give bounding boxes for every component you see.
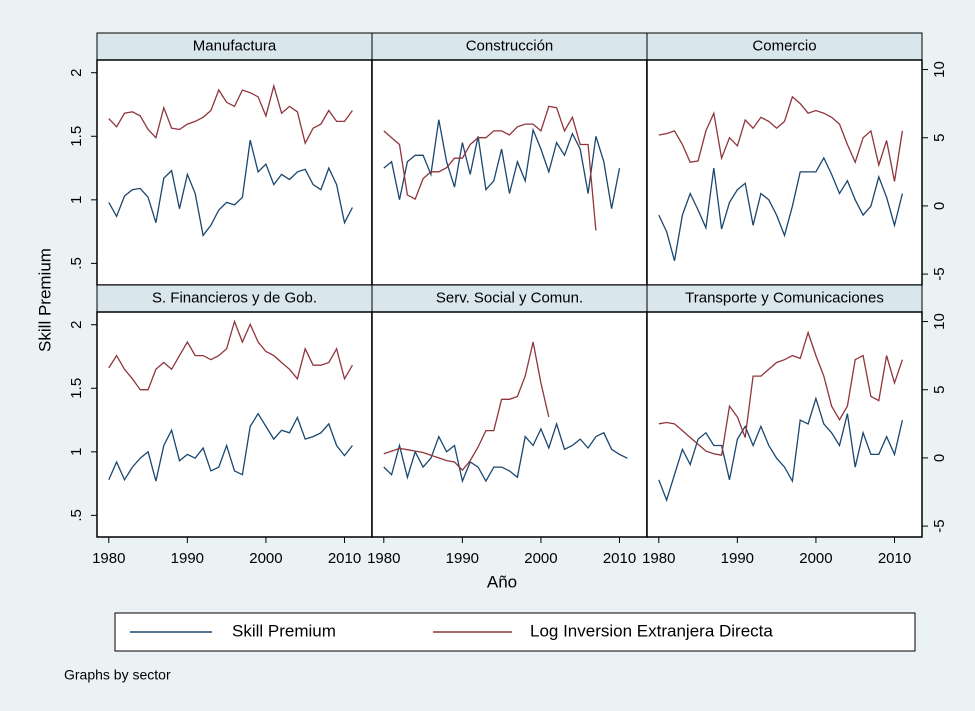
x-tick-label: 1980 <box>367 550 400 567</box>
panel-title: Transporte y Comunicaciones <box>685 289 884 306</box>
strip <box>646 284 923 313</box>
y-tick-label: 1 <box>68 448 85 456</box>
strip <box>371 284 648 313</box>
y-tick-label: .5 <box>68 257 85 270</box>
series-line <box>108 319 353 391</box>
plot-area <box>646 311 923 538</box>
y-axis-label: Skill Premium <box>35 248 54 352</box>
x-tick-label: 1980 <box>92 550 125 567</box>
x-tick-label: 2010 <box>878 550 911 567</box>
x-tick-label: 2010 <box>328 550 361 567</box>
x-tick-label: 1990 <box>446 550 479 567</box>
panel-title: Serv. Social y Comun. <box>436 289 583 306</box>
plot-area <box>646 59 923 286</box>
plot-area <box>371 311 648 538</box>
legend-label: Log Inversion Extranjera Directa <box>530 621 773 640</box>
y2-tick-label: 0 <box>931 454 948 462</box>
y2-tick-label: 10 <box>931 313 948 330</box>
x-tick-label: 2000 <box>249 550 282 567</box>
series-line <box>108 412 353 482</box>
y2-tick-label: 5 <box>931 386 948 394</box>
strip <box>646 32 923 61</box>
panel-title: Comercio <box>752 37 816 54</box>
strip <box>96 284 373 313</box>
panel-title: Manufactura <box>193 37 277 54</box>
plot-area <box>96 311 373 538</box>
series-line <box>108 139 353 237</box>
x-tick-label: 1990 <box>171 550 204 567</box>
series-line <box>383 105 597 231</box>
x-tick-label: 2010 <box>603 550 636 567</box>
series-line <box>383 341 550 472</box>
x-tick-label: 1990 <box>721 550 754 567</box>
y2-tick-label: 5 <box>931 134 948 142</box>
y2-tick-label: 10 <box>931 61 948 78</box>
strip <box>96 32 373 61</box>
series-line <box>108 83 353 146</box>
y-tick-label: 1 <box>68 196 85 204</box>
legend-label: Skill Premium <box>232 621 336 640</box>
legend-box <box>114 612 916 652</box>
series-line <box>658 156 904 261</box>
x-tick-label: 1980 <box>642 550 675 567</box>
panel-title: Construcción <box>466 37 554 54</box>
plot-area <box>96 59 373 286</box>
y-tick-label: 1.5 <box>68 378 85 399</box>
y2-tick-label: -5 <box>931 519 948 532</box>
series-line <box>658 396 904 503</box>
y-tick-label: 2 <box>68 321 85 329</box>
y-tick-label: .5 <box>68 509 85 522</box>
series-line <box>383 119 621 209</box>
x-axis-label: Año <box>487 572 517 591</box>
y-tick-label: 2 <box>68 69 85 77</box>
series-line <box>658 330 904 456</box>
panel-title: S. Financieros y de Gob. <box>152 289 317 306</box>
series-line <box>658 95 904 182</box>
note: Graphs by sector <box>64 667 171 683</box>
x-tick-label: 2000 <box>524 550 557 567</box>
y-tick-label: 1.5 <box>68 126 85 147</box>
series-line <box>383 421 628 484</box>
y2-tick-label: -5 <box>931 267 948 280</box>
x-tick-label: 2000 <box>799 550 832 567</box>
y2-tick-label: 0 <box>931 202 948 210</box>
